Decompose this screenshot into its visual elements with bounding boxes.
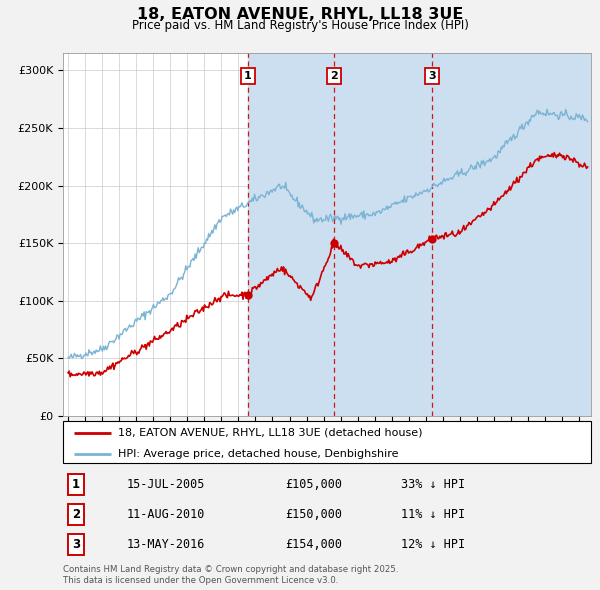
Text: 11% ↓ HPI: 11% ↓ HPI <box>401 508 465 521</box>
Text: 3: 3 <box>72 538 80 551</box>
Text: 12% ↓ HPI: 12% ↓ HPI <box>401 538 465 551</box>
Text: 1: 1 <box>244 71 251 81</box>
Text: 3: 3 <box>428 71 436 81</box>
Text: 2: 2 <box>330 71 338 81</box>
Text: 18, EATON AVENUE, RHYL, LL18 3UE (detached house): 18, EATON AVENUE, RHYL, LL18 3UE (detach… <box>118 428 423 438</box>
FancyBboxPatch shape <box>63 421 591 463</box>
Text: 33% ↓ HPI: 33% ↓ HPI <box>401 478 465 491</box>
Text: 2: 2 <box>72 508 80 521</box>
Text: 18, EATON AVENUE, RHYL, LL18 3UE: 18, EATON AVENUE, RHYL, LL18 3UE <box>137 7 463 22</box>
Text: 1: 1 <box>72 478 80 491</box>
Bar <box>432 53 591 416</box>
Text: 13-MAY-2016: 13-MAY-2016 <box>127 538 205 551</box>
Text: £154,000: £154,000 <box>285 538 342 551</box>
Text: 11-AUG-2010: 11-AUG-2010 <box>127 508 205 521</box>
Bar <box>248 53 334 416</box>
Text: £150,000: £150,000 <box>285 508 342 521</box>
Text: Price paid vs. HM Land Registry's House Price Index (HPI): Price paid vs. HM Land Registry's House … <box>131 19 469 32</box>
Bar <box>334 53 432 416</box>
Text: HPI: Average price, detached house, Denbighshire: HPI: Average price, detached house, Denb… <box>118 449 399 459</box>
Text: Contains HM Land Registry data © Crown copyright and database right 2025.
This d: Contains HM Land Registry data © Crown c… <box>63 565 398 585</box>
Text: £105,000: £105,000 <box>285 478 342 491</box>
Text: 15-JUL-2005: 15-JUL-2005 <box>127 478 205 491</box>
